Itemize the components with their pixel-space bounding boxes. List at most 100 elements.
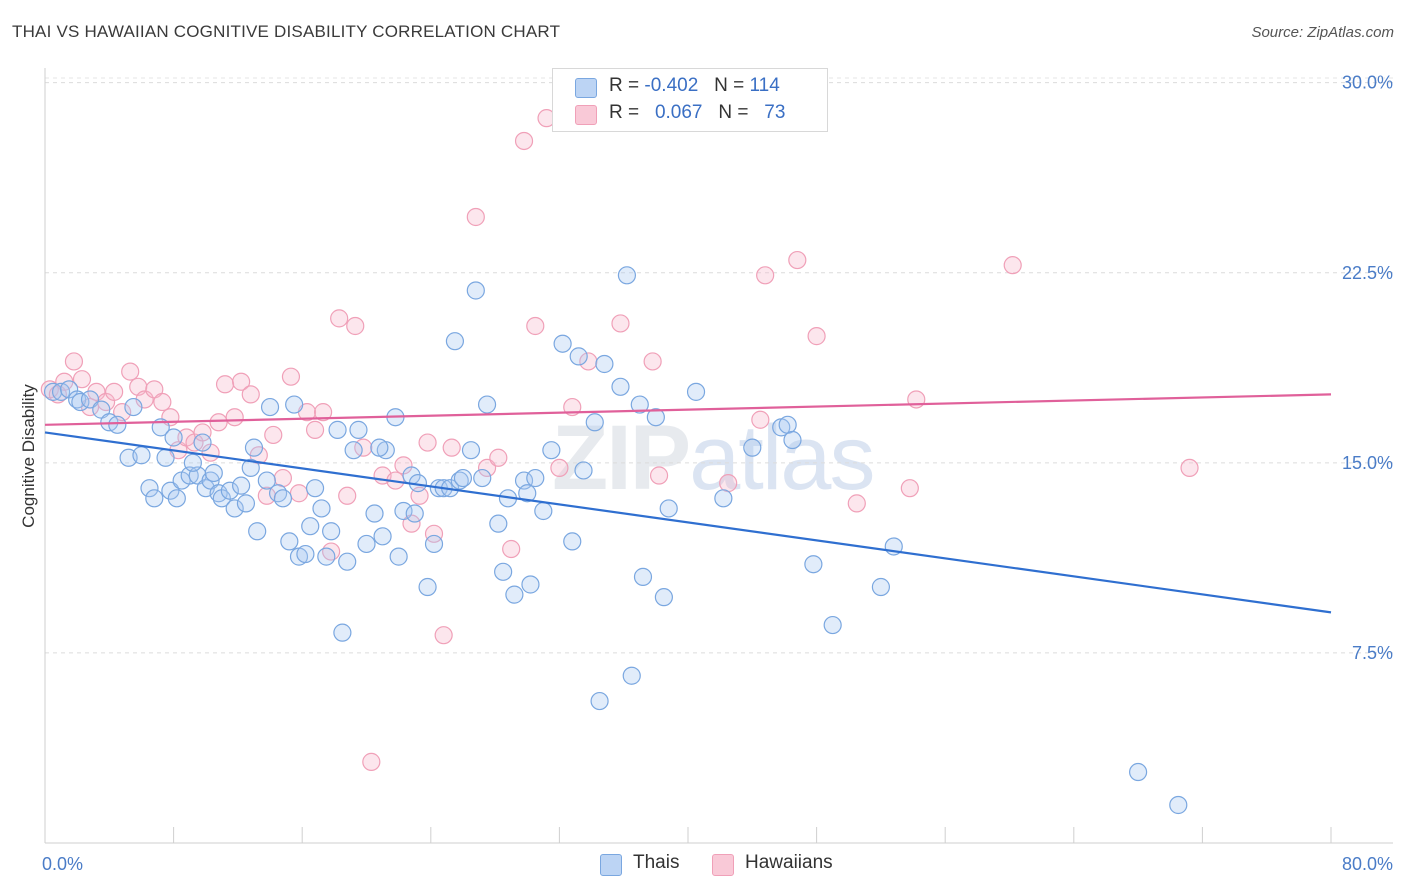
- data-point-hawaiians: [466, 207, 485, 227]
- data-point-thais: [232, 476, 251, 495]
- data-point-thais: [108, 415, 127, 434]
- data-point-thais: [477, 395, 497, 414]
- y-axis-label: Cognitive Disability: [19, 384, 38, 528]
- data-point-thais: [622, 666, 641, 685]
- legend-swatch-hawaiians: [712, 854, 734, 876]
- data-point-hawaiians: [121, 362, 140, 381]
- data-point-thais: [328, 420, 347, 439]
- data-point-thais: [225, 499, 244, 518]
- data-point-thais: [450, 471, 469, 490]
- data-point-thais: [611, 377, 630, 396]
- data-point-hawaiians: [153, 392, 172, 412]
- data-point-thais: [394, 501, 413, 521]
- data-point-thais: [466, 281, 485, 300]
- trend-lines: [44, 393, 1332, 614]
- watermark-zip: ZIP: [552, 407, 691, 509]
- data-point-hawaiians: [611, 314, 630, 333]
- data-point-thais: [244, 438, 264, 457]
- data-point-hawaiians: [215, 375, 235, 394]
- data-point-thais: [273, 489, 293, 508]
- data-point-hawaiians: [526, 316, 545, 336]
- data-point-thais: [301, 517, 320, 536]
- data-point-thais: [389, 547, 408, 566]
- data-point-thais: [445, 332, 465, 351]
- y-tick-label: 15.0%: [1342, 453, 1393, 473]
- data-point-thais: [333, 623, 352, 642]
- data-point-thais: [574, 461, 593, 480]
- data-point-thais: [257, 471, 276, 490]
- data-point-hawaiians: [209, 413, 228, 432]
- data-point-thais: [569, 347, 588, 366]
- data-point-thais: [659, 499, 678, 518]
- data-point-thais: [338, 552, 357, 571]
- data-point-thais: [209, 484, 228, 503]
- legend-swatch-thais: [600, 854, 622, 876]
- legend-n-value-hawaiians: 73: [764, 102, 786, 123]
- data-point-hawaiians: [900, 479, 919, 498]
- legend-swatch-thais: [575, 78, 597, 98]
- data-point-thais: [473, 468, 492, 488]
- data-point-hawaiians: [322, 542, 341, 561]
- data-point-thais: [521, 575, 540, 594]
- data-point-thais: [132, 446, 151, 465]
- y-tick-label: 7.5%: [1352, 643, 1393, 663]
- data-point-hawaiians: [434, 626, 453, 645]
- data-point-thais: [285, 395, 304, 414]
- data-point-thais: [296, 544, 315, 564]
- data-point-hawaiians: [477, 458, 497, 478]
- legend-label-hawaiians: Hawaiians: [745, 852, 833, 873]
- data-point-hawaiians: [643, 352, 662, 371]
- data-point-thais: [595, 354, 614, 374]
- data-point-thais: [317, 547, 336, 566]
- series-thais-points: [43, 266, 1188, 815]
- data-point-thais: [183, 453, 202, 472]
- data-point-thais: [453, 468, 473, 488]
- data-point-hawaiians: [72, 370, 92, 389]
- series-hawaiians-points: [40, 109, 1199, 771]
- data-point-thais: [526, 468, 545, 488]
- data-point-hawaiians: [1180, 458, 1199, 478]
- data-point-thais: [161, 481, 180, 500]
- data-point-hawaiians: [1003, 256, 1022, 275]
- data-point-hawaiians: [442, 438, 461, 457]
- data-point-thais: [686, 382, 706, 401]
- tick-labels: 7.5% 15.0% 22.5% 30.0% 0.0% 80.0%: [42, 73, 1393, 874]
- data-point-thais: [585, 413, 604, 432]
- data-point-thais: [312, 499, 331, 518]
- data-point-thais: [553, 334, 572, 353]
- data-point-thais: [714, 489, 733, 508]
- watermark: ZIPatlas: [552, 406, 875, 511]
- data-point-thais: [505, 585, 524, 604]
- data-point-thais: [590, 691, 609, 711]
- data-point-thais: [494, 562, 513, 581]
- data-point-hawaiians: [273, 468, 293, 488]
- data-point-thais: [349, 420, 368, 439]
- data-point-hawaiians: [64, 352, 84, 371]
- data-point-hawaiians: [305, 420, 325, 439]
- data-point-thais: [365, 504, 384, 523]
- data-point-thais: [140, 479, 159, 498]
- stats-legend: R = -0.402 N = 114 R = 0.067 N = 73: [552, 68, 828, 132]
- data-point-thais: [373, 527, 392, 546]
- data-point-thais: [124, 397, 143, 417]
- legend-r-label: R =: [609, 102, 640, 123]
- data-point-hawaiians: [241, 385, 260, 404]
- data-point-thais: [542, 441, 561, 460]
- legend-n-label: N =: [718, 102, 749, 123]
- data-point-thais: [630, 395, 649, 414]
- legend-n-value-thais: 114: [749, 75, 780, 96]
- data-point-hawaiians: [105, 382, 124, 401]
- y-tick-label: 30.0%: [1342, 73, 1393, 93]
- data-point-hawaiians: [751, 410, 770, 429]
- data-point-thais: [145, 489, 164, 508]
- legend-r-label: R =: [609, 75, 640, 96]
- trend-line-hawaiians: [44, 393, 1332, 426]
- data-point-thais: [344, 441, 363, 460]
- data-point-hawaiians: [330, 309, 349, 328]
- data-point-thais: [461, 441, 481, 460]
- chart-title: THAI VS HAWAIIAN COGNITIVE DISABILITY CO…: [12, 22, 561, 41]
- data-point-hawaiians: [281, 367, 301, 386]
- data-point-hawaiians: [649, 466, 669, 485]
- data-point-hawaiians: [719, 474, 738, 493]
- y-tick-label: 22.5%: [1342, 263, 1393, 283]
